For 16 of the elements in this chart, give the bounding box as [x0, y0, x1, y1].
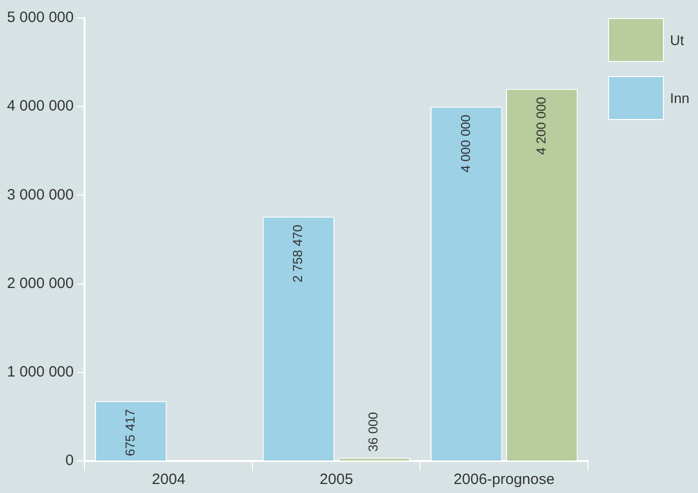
y-tick-label: 3 000 000	[6, 186, 74, 204]
y-tick-label: 1 000 000	[6, 364, 74, 381]
x-tick-label: 2005	[320, 471, 354, 488]
x-tick-label: 2004	[152, 471, 186, 488]
data-label: 4 200 000	[533, 96, 548, 155]
y-tick-label: 0	[65, 452, 74, 470]
data-label: 4 000 000	[458, 114, 473, 172]
text: Ut	[670, 32, 684, 48]
y-tick-label: 5 000 000	[6, 9, 74, 26]
y-tick-label: 2 000 000	[6, 274, 74, 292]
data-label: 675 417	[122, 409, 138, 456]
data-label: 36 000	[366, 412, 381, 452]
data-label: 2 758 470	[290, 224, 306, 282]
x-tick-label: 2006-prognose	[454, 471, 555, 488]
y-tick-label: 4 000 000	[6, 98, 74, 115]
text: Inn	[670, 90, 690, 106]
